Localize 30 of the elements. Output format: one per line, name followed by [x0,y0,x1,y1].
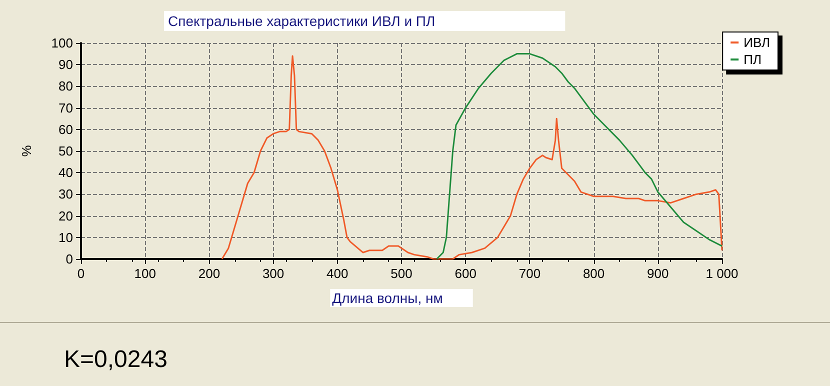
chart-title: Спектральные характеристики ИВЛ и ПЛ [168,13,436,29]
x-tick-label: 600 [454,266,476,281]
y-tick-label: 50 [58,144,73,158]
y-tick-label: 40 [58,165,73,180]
x-axis-title: Длина волны, нм [332,290,443,306]
y-tick-label: 10 [58,230,73,245]
x-tick-label: 300 [262,266,284,281]
y-tick-label: 60 [58,122,73,137]
x-tick-label: 900 [647,266,669,281]
legend-label: ПЛ [744,52,762,67]
x-tick-label: 1 000 [706,266,738,281]
x-tick-label: 500 [390,266,412,281]
y-tick-label: 80 [58,78,73,94]
y-tick-label: 90 [58,57,73,72]
x-tick-label: 400 [326,266,348,281]
x-tick-label: 700 [518,266,541,281]
line-series [221,55,723,260]
y-tick-label: 70 [58,100,73,116]
y-tick-label: 20 [58,208,73,224]
x-tick-label: 800 [582,266,605,281]
x-tick-label: 100 [134,266,156,281]
legend-label: ИВЛ [744,35,770,50]
y-tick-label: 30 [58,186,73,202]
line-series [436,53,723,260]
x-tick-label: 0 [77,266,85,281]
y-tick-label: 100 [51,36,73,50]
y-axis-title: % [19,144,34,157]
text: K=0,0243 [64,346,168,374]
y-tick-label: 0 [66,252,73,266]
x-tick-label: 200 [198,266,220,281]
